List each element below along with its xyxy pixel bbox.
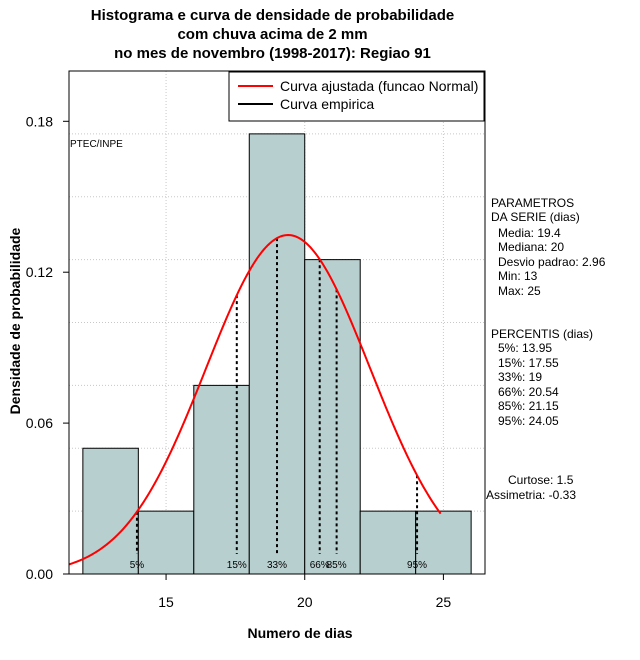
percentil-33: 33%: 19 <box>498 370 543 384</box>
x-axis-title: Numero de dias <box>247 625 353 641</box>
histogram-bar <box>359 510 417 575</box>
percentile-label: 95% <box>407 560 427 571</box>
histogram-bars <box>82 133 472 575</box>
legend-label-empirical: Curva empirica <box>280 96 374 112</box>
watermark-label: PTEC/INPE <box>70 139 123 150</box>
percentil-85: 85%: 21.15 <box>498 399 559 413</box>
x-tick-label: 20 <box>297 594 313 610</box>
y-tick-label: 0.18 <box>26 113 53 129</box>
percentil-66: 66%: 20.54 <box>498 385 559 399</box>
x-tick-label: 15 <box>158 594 174 610</box>
percentile-label: 5% <box>130 560 145 571</box>
percentile-label: 15% <box>227 560 247 571</box>
percentil-15: 15%: 17.55 <box>498 356 559 370</box>
histogram-bar <box>193 384 250 575</box>
y-tick-label: 0.06 <box>26 415 53 431</box>
y-tick-label: 0.00 <box>26 566 53 582</box>
percentile-lines: 5% 15% 33% 66%85% 95% <box>130 238 427 571</box>
normal-fit-curve <box>68 234 442 566</box>
params-mediana: Mediana: 20 <box>498 240 565 254</box>
params-desvio: Desvio padrao: 2.96 <box>498 255 606 269</box>
x-tick-label: 25 <box>436 594 452 610</box>
params-max: Max: 25 <box>498 284 541 298</box>
histogram-bar <box>304 259 361 575</box>
y-tick-label: 0.12 <box>26 264 53 280</box>
histogram-bar <box>415 510 472 575</box>
plot-frame <box>68 70 486 575</box>
legend-label-fitted: Curva ajustada (funcao Normal) <box>280 78 478 94</box>
percentil-5: 5%: 13.95 <box>498 341 553 355</box>
axis-layer: 15 20 25 0.00 0.06 0.12 0.18 <box>26 113 452 610</box>
legend: Curva ajustada (funcao Normal) Curva emp… <box>228 71 485 122</box>
chart-title-line-1: Histograma e curva de densidade de proba… <box>90 7 455 24</box>
curtose-label: Curtose: 1.5 <box>508 473 574 487</box>
percentile-label: 33% <box>267 560 287 571</box>
normal-curve-layer <box>68 234 442 566</box>
percentil-95: 95%: 24.05 <box>498 414 559 428</box>
chart-title-line-3: no mes de novembro (1998-2017): Regiao 9… <box>114 45 431 62</box>
assimetria-label: Assimetria: -0.33 <box>486 488 577 502</box>
y-axis-title: Densidade de probabilidade <box>7 227 23 415</box>
params-heading-2: DA SERIE (dias) <box>491 210 580 224</box>
chart-title-line-2: com chuva acima de 2 mm <box>177 26 368 43</box>
percentile-label: 66% <box>310 560 330 571</box>
params-min: Min: 13 <box>498 269 538 283</box>
legend-box <box>228 71 485 122</box>
params-heading-1: PARAMETROS <box>491 196 575 210</box>
percentile-label: 85% <box>327 560 347 571</box>
params-media: Media: 19.4 <box>498 226 561 240</box>
histogram-bar <box>137 510 195 575</box>
percentis-heading: PERCENTIS (dias) <box>491 327 594 341</box>
